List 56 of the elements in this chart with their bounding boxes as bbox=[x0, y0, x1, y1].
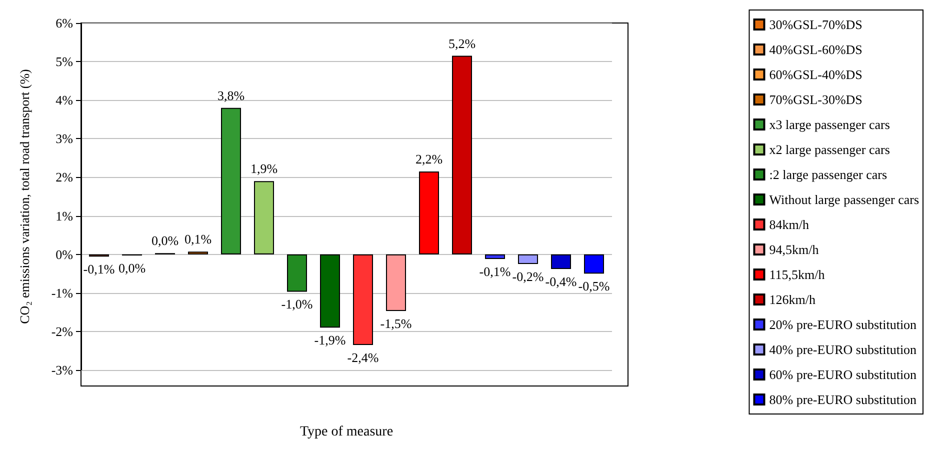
bar bbox=[419, 171, 439, 254]
legend-label: :2 large passenger cars bbox=[769, 167, 888, 182]
bar bbox=[320, 254, 340, 328]
data-label: -1,0% bbox=[281, 296, 313, 312]
bar bbox=[584, 254, 604, 274]
data-label: 1,9% bbox=[250, 161, 278, 176]
data-label: -2,4% bbox=[347, 350, 379, 365]
legend-label: 84km/h bbox=[769, 217, 810, 232]
data-label: -0,1% bbox=[83, 262, 115, 277]
legend-label: x3 large passenger cars bbox=[769, 117, 890, 132]
data-label: -1,9% bbox=[314, 332, 346, 348]
bar bbox=[353, 254, 373, 345]
data-label: 0,0% bbox=[151, 233, 179, 248]
y-tick-label: -2% bbox=[51, 324, 74, 339]
legend-label: Without large passenger cars bbox=[769, 192, 920, 207]
data-label: -0,5% bbox=[578, 278, 610, 294]
y-tick-label: -3% bbox=[51, 362, 74, 378]
y-tick-label: 1% bbox=[56, 208, 74, 224]
y-tick-label: 3% bbox=[56, 131, 74, 146]
bar bbox=[386, 254, 406, 312]
y-tick-label: 0% bbox=[56, 246, 74, 262]
legend-label: 94,5km/h bbox=[769, 242, 820, 257]
data-label: 2,2% bbox=[415, 151, 443, 166]
legend-label: 60%GSL-40%DS bbox=[769, 67, 862, 82]
y-tick-label: -1% bbox=[51, 285, 74, 300]
data-label: 0,0% bbox=[118, 260, 146, 276]
y-tick-label: 6% bbox=[56, 16, 74, 30]
data-label: -1,5% bbox=[380, 316, 412, 332]
legend-label: 40%GSL-60%DS bbox=[769, 42, 862, 57]
data-label: -0,2% bbox=[512, 268, 544, 284]
y-tick-label: 2% bbox=[56, 170, 74, 185]
y-axis-title: CO₂ emissions variation, total road transport (%) bbox=[17, 69, 32, 324]
legend-label: 80% pre-EURO substitution bbox=[769, 392, 918, 407]
bar bbox=[551, 254, 571, 269]
data-label: 0,1% bbox=[184, 232, 212, 247]
legend-label: 30%GSL-70%DS bbox=[769, 17, 862, 32]
y-tick-label: 5% bbox=[56, 54, 74, 70]
legend-label: 40% pre-EURO substitution bbox=[769, 342, 918, 357]
bar bbox=[287, 254, 307, 292]
legend-label: 126km/h bbox=[769, 292, 816, 307]
bar bbox=[254, 181, 274, 254]
x-axis-title: Type of measure bbox=[300, 424, 394, 440]
y-tick-label: 4% bbox=[56, 92, 74, 108]
bar bbox=[518, 254, 538, 264]
legend-label: x2 large passenger cars bbox=[769, 142, 890, 157]
bar bbox=[485, 254, 505, 259]
data-label: 3,8% bbox=[217, 88, 245, 103]
bar bbox=[452, 56, 472, 254]
legend-label: 60% pre-EURO substitution bbox=[769, 367, 918, 382]
data-label: 5,2% bbox=[448, 36, 476, 51]
data-label: -0,1% bbox=[479, 264, 511, 279]
legend-label: 20% pre-EURO substitution bbox=[769, 317, 918, 332]
legend-label: 115,5km/h bbox=[769, 267, 826, 282]
bar bbox=[221, 108, 241, 254]
legend-label: 70%GSL-30%DS bbox=[769, 92, 862, 107]
data-label: -0,4% bbox=[545, 274, 577, 289]
